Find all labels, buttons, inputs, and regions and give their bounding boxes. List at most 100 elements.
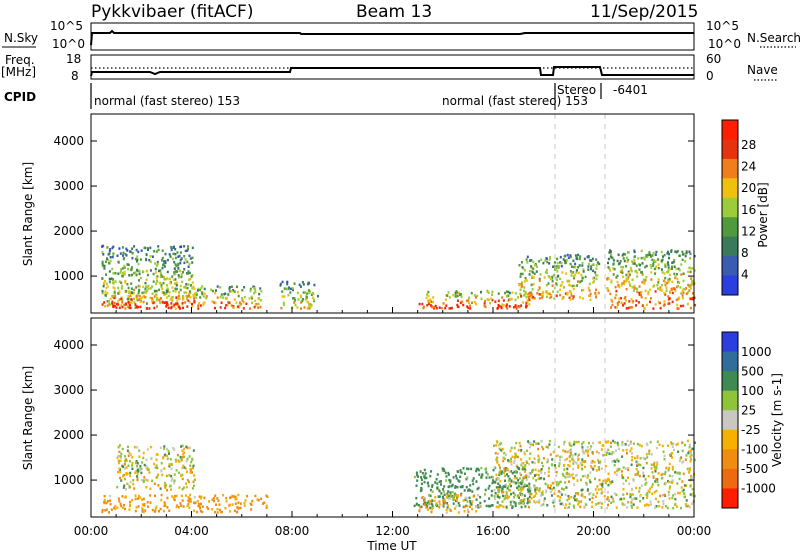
power-cell <box>668 279 671 282</box>
velocity-cell <box>646 496 649 499</box>
colorbar-swatch <box>722 256 738 277</box>
velocity-cell <box>552 501 555 504</box>
power-cell <box>158 269 160 273</box>
velocity-cell <box>574 474 577 477</box>
power-cell <box>506 307 509 310</box>
velocity-cell <box>231 503 234 506</box>
velocity-cell <box>142 456 145 460</box>
power-cell <box>563 255 566 258</box>
velocity-cell <box>676 482 679 485</box>
power-cell <box>459 301 462 305</box>
velocity-cell <box>526 501 529 505</box>
velocity-cell <box>612 439 615 443</box>
velocity-cell <box>674 497 677 501</box>
velocity-cell <box>582 475 585 478</box>
velocity-cell <box>688 446 691 449</box>
power-cell <box>579 255 582 258</box>
velocity-cell <box>160 498 163 502</box>
power-cell <box>105 294 107 297</box>
velocity-cell <box>484 488 487 492</box>
power-cell <box>623 297 626 300</box>
velocity-colorbar-tick: 1000 <box>741 345 772 359</box>
velocity-cell <box>126 445 129 449</box>
velocity-cell <box>610 495 613 499</box>
power-cell <box>119 252 122 255</box>
power-cell <box>607 257 610 261</box>
power-cell <box>610 280 613 284</box>
velocity-cell <box>514 504 517 508</box>
velocity-cell <box>666 506 669 510</box>
power-cell <box>486 298 489 301</box>
power-cell <box>628 273 631 276</box>
velocity-cell <box>647 503 650 507</box>
power-cell <box>119 268 122 271</box>
velocity-cell <box>129 500 132 504</box>
velocity-cell <box>689 452 692 455</box>
velocity-cell <box>534 501 537 505</box>
velocity-cell <box>446 493 449 497</box>
power-cell <box>242 301 245 304</box>
velocity-cell <box>421 472 424 475</box>
power-cell <box>232 289 235 292</box>
power-cell <box>149 269 152 272</box>
velocity-cell <box>540 476 543 480</box>
velocity-cell <box>679 457 682 460</box>
power-cell <box>111 246 114 250</box>
power-cell <box>130 266 133 269</box>
power-cell <box>147 248 149 251</box>
velocity-cell <box>681 480 684 483</box>
velocity-cell <box>543 499 546 503</box>
colorbar-swatch <box>722 351 738 372</box>
power-cell <box>245 302 248 305</box>
power-cell <box>607 266 610 269</box>
velocity-cell <box>508 459 511 463</box>
power-cell <box>164 277 167 281</box>
power-cell <box>109 248 112 251</box>
velocity-cell <box>561 472 564 476</box>
velocity-cell <box>568 475 571 478</box>
power-cell <box>456 299 459 302</box>
velocity-cell <box>488 476 491 479</box>
power-cell <box>588 282 591 286</box>
velocity-cell <box>642 466 645 470</box>
velocity-cell <box>529 452 532 455</box>
power-cell <box>530 283 533 287</box>
power-cell <box>193 297 195 300</box>
velocity-cell <box>538 487 541 490</box>
power-cell <box>491 290 494 294</box>
velocity-cell <box>501 500 504 503</box>
velocity-cell <box>426 481 429 485</box>
velocity-cell <box>132 479 135 482</box>
power-cell <box>664 293 667 296</box>
power-cell <box>559 261 562 264</box>
velocity-cell <box>573 494 576 498</box>
velocity-cell <box>514 493 517 497</box>
velocity-cell <box>548 439 551 443</box>
velocity-cell <box>612 500 615 503</box>
velocity-cell <box>528 445 531 449</box>
velocity-cell <box>639 499 642 503</box>
velocity-cell <box>498 447 501 451</box>
velocity-cell <box>438 503 441 506</box>
velocity-cell <box>472 482 475 486</box>
power-cell <box>620 301 623 304</box>
velocity-cell <box>129 460 131 463</box>
velocity-cell <box>501 488 504 491</box>
velocity-cell <box>564 481 567 484</box>
power-cell <box>112 294 115 298</box>
power-cell <box>577 253 580 257</box>
power-cell <box>186 272 188 275</box>
velocity-cell <box>434 481 437 484</box>
velocity-cell <box>455 477 458 480</box>
power-cell <box>556 266 559 270</box>
power-cell <box>168 291 171 294</box>
power-cell <box>649 288 652 292</box>
velocity-cell <box>435 503 437 506</box>
power-cell <box>426 304 429 307</box>
power-cell <box>203 287 206 291</box>
velocity-cell <box>497 452 500 455</box>
xtick-label: 00:00 <box>677 524 712 538</box>
velocity-cell <box>651 471 654 474</box>
power-cell <box>253 291 256 295</box>
cpid-segment-4: -6401 <box>613 83 648 97</box>
